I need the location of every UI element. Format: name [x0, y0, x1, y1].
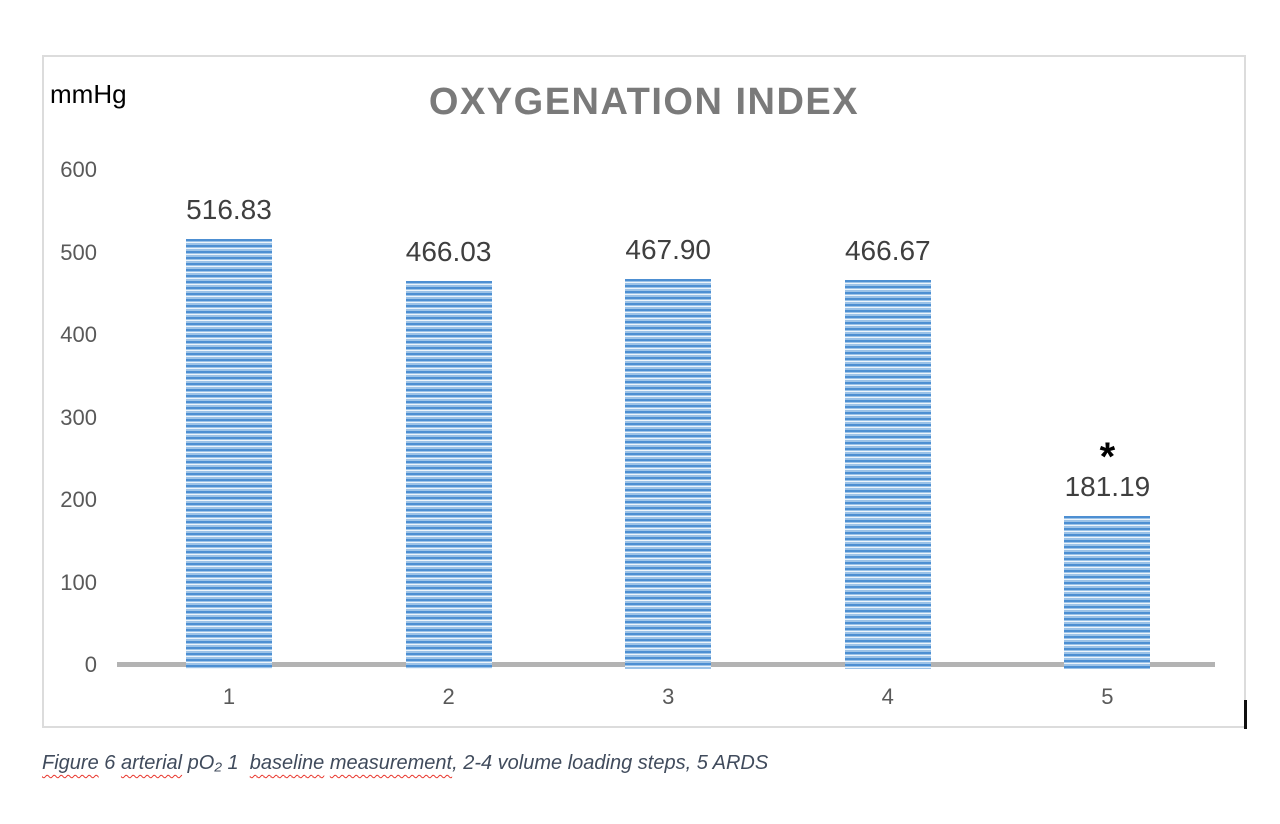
y-axis-tick-label: 200: [60, 487, 97, 512]
y-axis: 0 100 200 300 400 500 600: [44, 57, 97, 726]
significance-asterisk: *: [1099, 434, 1116, 479]
text-cursor: [1244, 700, 1247, 729]
bar-category-3[interactable]: [625, 278, 712, 669]
y-axis-tick-label: 300: [60, 404, 97, 430]
bar-value-label: 467.90: [625, 233, 712, 265]
caption-word-measurement: measurement: [329, 752, 453, 774]
bar-category-1[interactable]: [186, 238, 272, 669]
figure-caption[interactable]: Figure 6 arterial pO₂ 1 baseline measure…: [42, 748, 1242, 778]
y-axis-unit-label: mmHg: [50, 79, 127, 109]
caption-text: pO₂ 1: [182, 752, 250, 774]
bar-category-4[interactable]: [844, 279, 931, 669]
x-axis-category-label: 4: [881, 684, 894, 709]
y-axis-tick-label: 500: [60, 239, 97, 265]
y-axis-tick-label: 400: [60, 322, 97, 347]
x-axis-category-label: 2: [442, 684, 455, 709]
bar-value-label: 466.03: [405, 235, 492, 267]
bar-value-label: 181.19: [1064, 470, 1151, 502]
bar-category-5[interactable]: [1064, 515, 1151, 669]
y-axis-tick-label: 100: [60, 569, 97, 595]
y-axis-tick-label: 0: [84, 652, 97, 677]
x-axis-category-label: 5: [1101, 684, 1114, 709]
y-axis-tick-label: 600: [60, 157, 97, 182]
caption-word-arterial: arterial: [120, 752, 183, 774]
caption-word-figure: Figure: [42, 752, 99, 774]
caption-text: 6: [98, 752, 121, 774]
x-axis-category-label: 3: [662, 684, 675, 709]
bar-category-2[interactable]: [405, 280, 492, 669]
caption-text: , 2-4 volume loading steps, 5 ARDS: [452, 752, 769, 774]
bar-value-label: 516.83: [186, 193, 272, 225]
bar-value-label: 466.67: [844, 234, 931, 266]
caption-word-baseline: baseline: [249, 752, 325, 774]
x-axis-category-label: 1: [222, 684, 236, 709]
chart-title: OXYGENATION INDEX: [428, 81, 860, 123]
embedded-chart[interactable]: mmHg OXYGENATION INDEX 0 100 200 300 400 500 6…: [42, 55, 1246, 728]
